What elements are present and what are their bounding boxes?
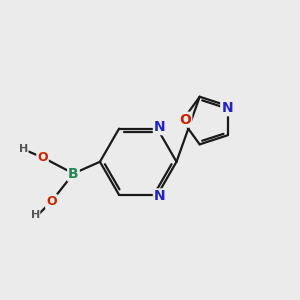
- Text: N: N: [221, 101, 233, 115]
- Text: O: O: [179, 113, 191, 127]
- Text: B: B: [68, 167, 79, 181]
- Text: O: O: [46, 195, 57, 208]
- Text: H: H: [31, 210, 40, 220]
- Text: N: N: [154, 120, 166, 134]
- Text: O: O: [37, 151, 48, 164]
- Text: H: H: [19, 144, 28, 154]
- Text: N: N: [154, 189, 166, 203]
